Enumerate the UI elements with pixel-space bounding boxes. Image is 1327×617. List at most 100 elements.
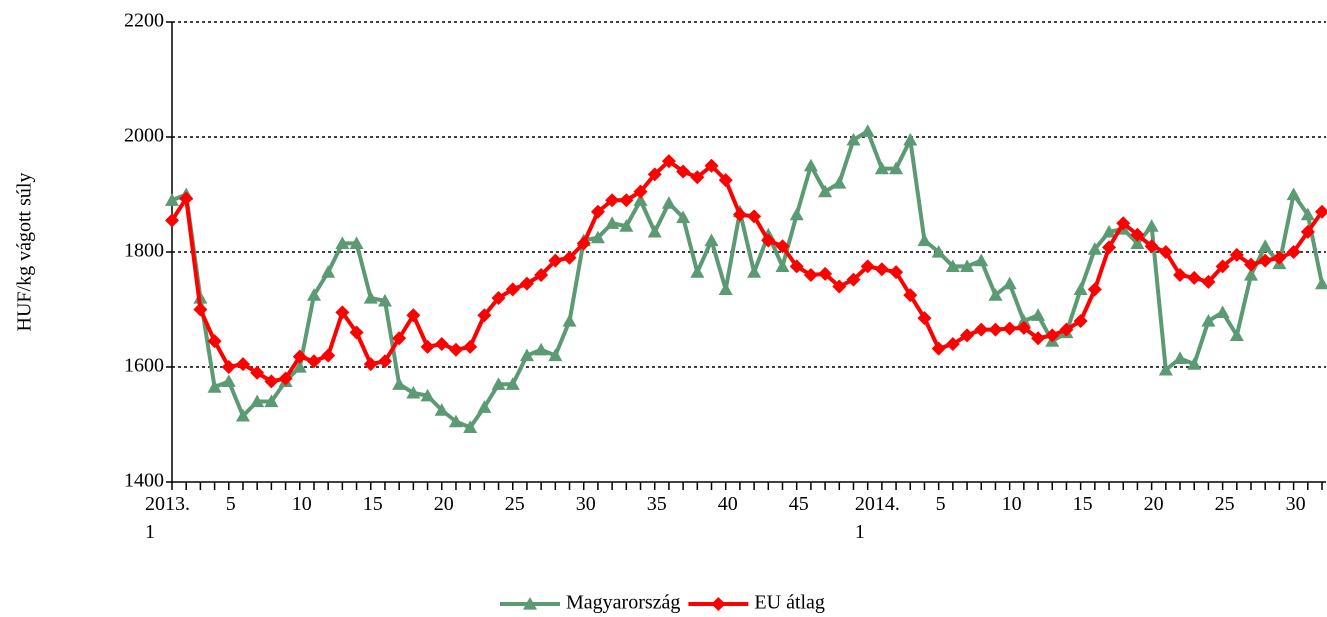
triangle-marker xyxy=(690,265,705,278)
triangle-marker xyxy=(988,288,1003,301)
triangle-marker xyxy=(306,288,321,301)
triangle-marker xyxy=(803,158,818,172)
triangle-marker xyxy=(292,360,307,373)
diamond-marker xyxy=(1173,268,1188,282)
diamond-marker xyxy=(392,331,407,346)
triangle-marker xyxy=(1016,314,1031,327)
triangle-marker xyxy=(846,132,861,146)
y-tick-label: 1800 xyxy=(124,240,164,262)
diamond-marker xyxy=(306,354,321,369)
diamond-marker xyxy=(448,342,463,357)
diamond-marker xyxy=(1116,216,1131,231)
triangle-marker xyxy=(250,394,265,408)
triangle-marker xyxy=(590,230,605,244)
diamond-marker xyxy=(165,213,179,228)
triangle-marker xyxy=(619,219,634,232)
diamond-marker xyxy=(1300,224,1315,239)
diamond-marker xyxy=(1315,204,1327,219)
triangle-marker xyxy=(832,176,847,189)
triangle-marker xyxy=(633,193,648,206)
diamond-marker xyxy=(420,339,435,354)
diamond-marker xyxy=(491,291,506,305)
triangle-marker xyxy=(889,161,904,175)
diamond-marker xyxy=(704,158,719,173)
triangle-marker xyxy=(676,210,691,224)
triangle-marker xyxy=(264,394,279,408)
diamond-marker xyxy=(732,207,747,222)
diamond-marker xyxy=(264,374,279,389)
diamond-marker xyxy=(207,334,222,349)
diamond-marker xyxy=(576,236,591,251)
diamond-marker xyxy=(619,193,634,208)
triangle-marker xyxy=(903,132,918,146)
diamond-marker xyxy=(1016,320,1031,335)
triangle-marker xyxy=(392,377,407,390)
triangle-marker xyxy=(1102,224,1117,238)
diamond-marker xyxy=(647,167,662,182)
series-line xyxy=(171,129,1324,430)
triangle-marker xyxy=(377,293,392,307)
diamond-marker xyxy=(1201,274,1216,289)
diamond-marker xyxy=(1258,253,1273,268)
diamond-marker xyxy=(846,272,861,287)
diamond-marker xyxy=(292,349,307,364)
diamond-marker xyxy=(761,233,776,248)
diamond-marker xyxy=(434,337,449,351)
triangle-marker xyxy=(974,253,989,267)
diamond-marker xyxy=(519,276,534,291)
triangle-marker xyxy=(1300,207,1315,221)
diamond-marker xyxy=(874,262,889,277)
x-tick-label: 30 xyxy=(575,493,596,515)
triangle-marker xyxy=(349,236,364,249)
x-tick-label: 30 xyxy=(1285,493,1306,515)
triangle-marker xyxy=(505,377,520,390)
triangle-marker xyxy=(647,224,662,238)
triangle-marker xyxy=(1130,236,1145,249)
diamond-marker xyxy=(1187,270,1202,285)
triangle-marker xyxy=(1031,308,1046,321)
triangle-marker xyxy=(1073,282,1088,295)
y-tick-label: 1400 xyxy=(124,470,164,492)
diamond-marker xyxy=(633,184,648,199)
diamond-marker xyxy=(377,354,392,369)
diamond-marker xyxy=(1272,250,1287,265)
diamond-marker xyxy=(960,328,975,343)
triangle-marker xyxy=(519,348,534,362)
diamond-marker xyxy=(1229,247,1244,262)
diamond-marker xyxy=(903,288,918,303)
diamond-marker xyxy=(505,282,520,297)
triangle-marker xyxy=(874,161,889,175)
x-tick-label: 10 xyxy=(1001,493,1022,515)
triangle-marker xyxy=(434,403,449,416)
x-tick-label: 15 xyxy=(1072,493,1093,515)
diamond-marker xyxy=(278,371,293,386)
diamond-marker xyxy=(676,164,691,179)
triangle-marker xyxy=(1258,239,1273,252)
x-tick-label: 2013. 1 xyxy=(145,493,190,543)
diamond-marker xyxy=(690,170,705,185)
diamond-marker xyxy=(1158,245,1173,259)
triangle-marker xyxy=(1144,219,1159,232)
diamond-marker xyxy=(832,279,847,294)
triangle-marker xyxy=(718,282,733,295)
triangle-marker xyxy=(1187,357,1202,370)
triangle-marker xyxy=(661,196,676,209)
triangle-marker xyxy=(321,265,336,278)
triangle-marker xyxy=(363,291,378,304)
diamond-marker xyxy=(1244,257,1259,272)
y-tick-label: 2200 xyxy=(124,10,164,32)
triangle-marker xyxy=(477,400,492,413)
diamond-marker xyxy=(931,341,946,356)
diamond-marker xyxy=(463,339,478,354)
triangle-marker xyxy=(1215,305,1230,318)
diamond-marker xyxy=(321,348,336,363)
x-tick-label: 2014. 1 xyxy=(854,493,900,543)
legend-label: Magyarország xyxy=(566,592,680,614)
triangle-marker xyxy=(605,216,620,229)
diamond-marker xyxy=(1059,322,1074,337)
diamond-marker xyxy=(860,259,875,274)
triangle-marker xyxy=(1158,362,1173,376)
diamond-marker xyxy=(917,311,932,326)
